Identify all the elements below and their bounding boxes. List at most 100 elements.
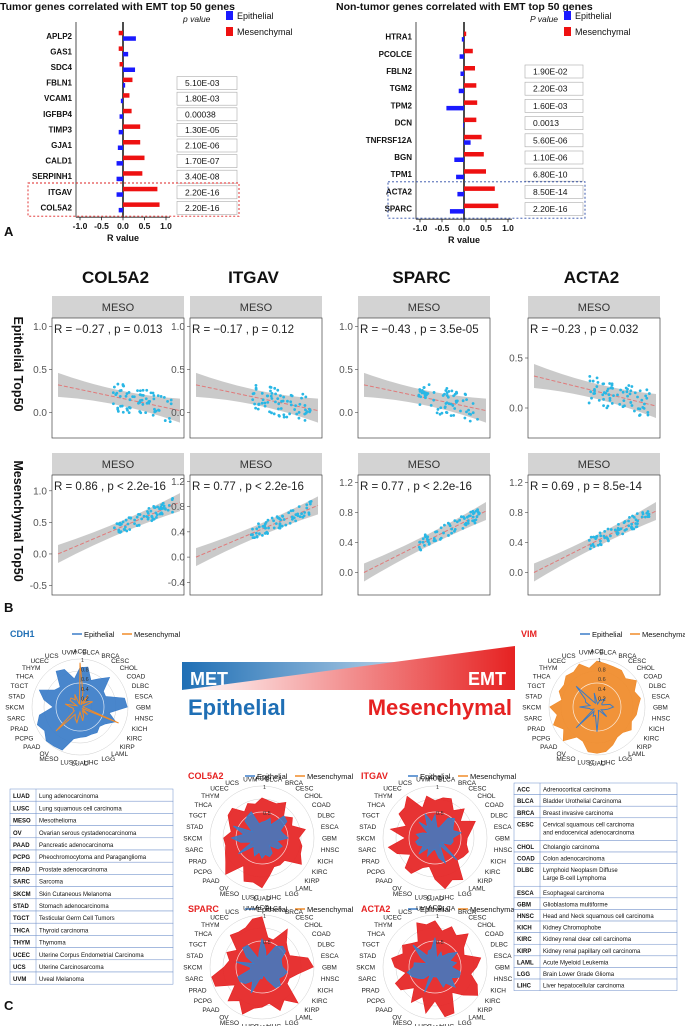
data-point — [297, 505, 301, 509]
data-point — [595, 385, 599, 388]
inner-ring — [408, 811, 462, 865]
y-tick-label: 0.5 — [171, 365, 185, 376]
data-point — [593, 389, 596, 393]
legend-label: Epithelial — [592, 630, 623, 639]
data-point — [445, 394, 449, 397]
banner-mesenchymal: Mesenchymal — [368, 695, 512, 720]
data-point — [289, 403, 293, 407]
data-point — [424, 391, 428, 395]
data-point — [434, 530, 437, 534]
data-point — [305, 506, 309, 510]
gene-label: TPM2 — [391, 101, 413, 110]
data-point — [112, 385, 116, 389]
bar-epithelial — [118, 129, 123, 135]
bar-epithelial — [449, 209, 464, 214]
table-desc: Colon adenocarcinoma — [543, 857, 605, 863]
cancer-type-label: THYM — [201, 793, 219, 800]
cancer-type-label: LUSC — [242, 1023, 260, 1026]
data-point — [279, 407, 283, 410]
data-point — [141, 403, 145, 406]
cancer-type-label: CHOL — [304, 922, 322, 929]
data-point — [124, 394, 128, 398]
data-point — [640, 515, 644, 519]
data-point — [282, 395, 286, 399]
data-point — [462, 515, 465, 519]
cancer-type-label: MESO — [393, 1020, 412, 1026]
table-desc: Sarcoma — [39, 880, 64, 886]
bar-mesenchymal — [464, 31, 467, 37]
data-point — [641, 405, 645, 409]
data-point — [627, 384, 631, 387]
data-point — [617, 522, 620, 526]
data-point — [272, 412, 276, 416]
data-point — [251, 398, 255, 402]
x-tick-label: -1.0 — [73, 221, 88, 231]
data-point — [131, 395, 135, 398]
cancer-type-label: PCPG — [367, 869, 385, 876]
data-point — [471, 512, 475, 516]
cancer-type-label: UCS — [45, 653, 59, 660]
cancer-type-label: KIRP — [477, 878, 492, 885]
cancer-type-label: MESO — [220, 1020, 239, 1026]
y-tick-label: 0.0 — [339, 568, 353, 579]
data-point — [141, 388, 145, 392]
data-point — [643, 515, 647, 519]
bar-epithelial — [458, 88, 464, 94]
data-point — [273, 386, 277, 390]
gene-label: APLP2 — [46, 32, 72, 41]
bar-epithelial — [460, 71, 464, 76]
cancer-type-label: LUAD — [588, 761, 606, 768]
cancer-type-label: UCEC — [210, 786, 229, 793]
data-point — [288, 521, 292, 525]
scatter-panel: MESO 0.0 0.5 1.0 R = −0.17 , p = 0.12 — [171, 296, 323, 439]
data-point — [630, 385, 634, 388]
facet-strip — [358, 453, 490, 475]
data-point — [260, 391, 264, 395]
regression-line — [57, 384, 181, 412]
facet-strip — [52, 453, 184, 475]
table-desc: Cholangio carcinoma — [543, 845, 600, 851]
table-abbr: LUAD — [13, 794, 30, 800]
cancer-type-label: UCEC — [547, 658, 566, 665]
data-point — [293, 408, 297, 411]
radar-area-secondary — [406, 937, 461, 993]
data-point — [443, 406, 447, 409]
bar-mesenchymal — [464, 134, 482, 140]
data-point — [154, 409, 158, 413]
data-point — [607, 393, 611, 397]
y-tick-label: 0.5 — [33, 365, 47, 376]
radar-tick-label: 1 — [598, 658, 601, 664]
gene-label: PCOLCE — [379, 50, 413, 59]
pvalue-text: 2.20E-03 — [533, 84, 568, 94]
pvalue-box — [524, 150, 584, 165]
data-point — [290, 515, 294, 519]
table-abbr: HNSC — [517, 914, 535, 920]
data-point — [436, 407, 440, 411]
radar-chart-vim: VIM Epithelial Mesenchymal 1 0.8 0.6 0.4 0.2 ACC… — [521, 629, 685, 768]
data-point — [594, 537, 598, 541]
data-point — [117, 530, 121, 534]
table-desc: Uterine Corpus Endometrial Carcinoma — [39, 953, 144, 959]
data-point — [622, 399, 626, 403]
data-point — [257, 522, 260, 526]
y-tick-label: 0.4 — [339, 538, 353, 549]
data-point — [277, 516, 281, 520]
data-point — [158, 512, 162, 516]
legend-label: Mesenchymal — [307, 772, 354, 781]
pvalue-box — [524, 64, 584, 79]
table-desc: Kidney Chromophobe — [543, 926, 602, 932]
cancer-type-label: DLBC — [490, 942, 508, 949]
facet-strip-label: MESO — [408, 302, 441, 314]
cancer-type-label: THCA — [533, 673, 551, 680]
data-point — [258, 532, 261, 536]
data-point — [608, 396, 612, 400]
data-point — [599, 543, 603, 547]
data-point — [263, 404, 267, 408]
bar-mesenchymal — [118, 30, 123, 36]
pvalue-box — [176, 201, 238, 215]
bar-epithelial — [463, 123, 464, 128]
data-point — [595, 376, 599, 380]
cancer-type-label: STAD — [359, 824, 376, 831]
data-point — [421, 540, 425, 544]
correlation-stat: R = −0.27 , p = 0.013 — [54, 324, 162, 336]
